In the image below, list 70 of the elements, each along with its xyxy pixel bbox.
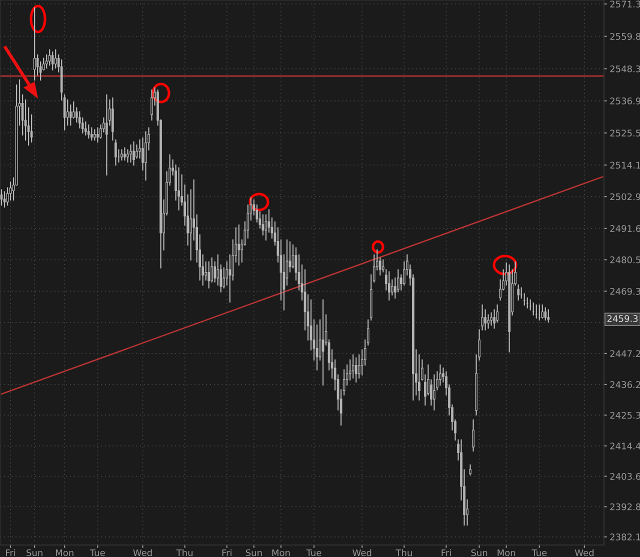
x-tick-label: Fri — [442, 549, 451, 556]
x-tick-label: Wed — [574, 549, 594, 556]
x-tick-label: Thu — [176, 549, 192, 556]
candlestick — [150, 90, 153, 121]
x-tick-label: Sun — [26, 549, 42, 556]
x-tick-label: Sun — [471, 549, 488, 556]
y-tick-label: 2548.3 — [610, 65, 640, 72]
candlestick — [124, 147, 126, 161]
candlestick — [469, 464, 472, 476]
candlestick — [90, 127, 93, 141]
candlestick — [228, 254, 232, 302]
candlestick — [114, 139, 117, 166]
candlestick — [547, 309, 550, 322]
candlestick — [544, 307, 547, 321]
candlestick — [112, 97, 114, 141]
x-tick-label: Mon — [498, 549, 516, 556]
candlestick — [352, 354, 354, 379]
candlestick — [130, 144, 132, 163]
y-tick-label: 2514.1 — [610, 162, 640, 169]
x-tick-label: Tue — [532, 549, 547, 556]
candlestick — [66, 99, 69, 126]
candlestick — [517, 284, 520, 301]
candlestick — [132, 141, 135, 166]
y-tick-label: 2480.5 — [610, 256, 640, 264]
y-tick-label: 2436.2 — [610, 381, 640, 388]
candlestick — [541, 304, 544, 319]
candlestick — [0, 189, 3, 206]
candlestick — [490, 312, 492, 326]
y-tick-label: 2469.3 — [610, 288, 640, 295]
candlestick — [216, 254, 220, 286]
candlestick — [69, 104, 72, 126]
candlestick — [48, 49, 51, 66]
y-tick-label: 2571.3 — [610, 0, 640, 8]
candlestick — [178, 167, 180, 210]
candlestick — [487, 314, 490, 329]
candlestick — [388, 271, 390, 301]
x-tick-label: Tue — [90, 549, 105, 556]
candlestick — [51, 52, 54, 70]
candlestick — [208, 261, 210, 288]
candlestick — [390, 279, 394, 296]
candlestick — [120, 149, 123, 161]
candlestick — [87, 124, 90, 139]
candlestick — [93, 129, 96, 141]
candlestick — [54, 49, 57, 68]
x-tick-label: Thu — [396, 549, 412, 556]
x-tick-label: Fri — [6, 549, 16, 556]
candlestick — [433, 374, 436, 410]
candlestick — [96, 127, 99, 143]
x-tick-label: Sun — [246, 549, 262, 556]
y-tick-label: 2425.3 — [610, 412, 640, 419]
candlestick — [72, 101, 75, 119]
y-tick-label: 2525.5 — [610, 130, 640, 136]
candlestick — [204, 261, 208, 281]
x-tick-label: Wed — [133, 549, 152, 556]
annotation: 2459.3 — [607, 315, 638, 322]
x-tick-label: Wed — [352, 549, 372, 556]
candlestick — [238, 224, 240, 266]
candlestick — [472, 419, 474, 452]
y-tick-label: 2447.2 — [610, 350, 640, 357]
x-tick-label: Mon — [272, 549, 290, 556]
x-tick-label: Fri — [222, 549, 232, 556]
candlestick — [144, 131, 147, 181]
y-tick-label: 2382.1 — [610, 534, 640, 540]
candlestick — [262, 214, 264, 236]
candlestick — [106, 94, 108, 176]
x-tick-label: Tue — [306, 549, 322, 556]
x-tick-label: Mon — [56, 549, 74, 556]
candlestick — [354, 357, 358, 382]
candlestick — [84, 121, 87, 136]
candlestick — [3, 191, 6, 208]
